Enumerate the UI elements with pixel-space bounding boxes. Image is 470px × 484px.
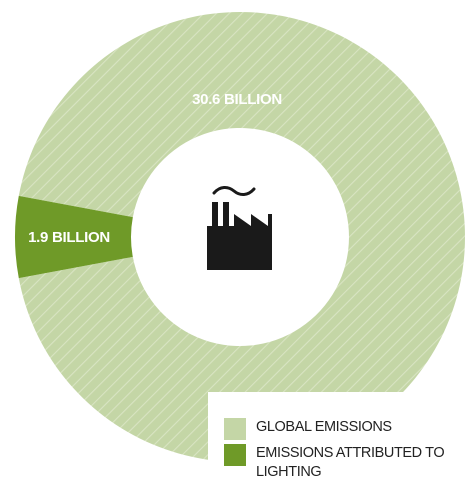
legend-label-global-emissions: GLOBAL EMISSIONS	[256, 419, 392, 435]
slice-lighting-emissions	[15, 195, 133, 279]
legend-swatch-lighting-emissions	[224, 444, 246, 466]
data-label-global-emissions: 30.6 BILLION	[192, 91, 282, 108]
legend-swatch-global-emissions	[224, 418, 246, 440]
legend-label-lighting-emissions: EMISSIONS ATTRIBUTED TO LIGHTING	[256, 445, 445, 480]
legend-item-global-emissions: GLOBAL EMISSIONS	[224, 418, 456, 440]
legend: GLOBAL EMISSIONS EMISSIONS ATTRIBUTED TO…	[208, 392, 470, 484]
factory-icon	[207, 186, 272, 270]
data-label-lighting-emissions: 1.9 BILLION	[28, 229, 110, 246]
legend-item-lighting-emissions: EMISSIONS ATTRIBUTED TO LIGHTING	[224, 444, 456, 482]
slice-global-emissions	[18, 12, 465, 463]
